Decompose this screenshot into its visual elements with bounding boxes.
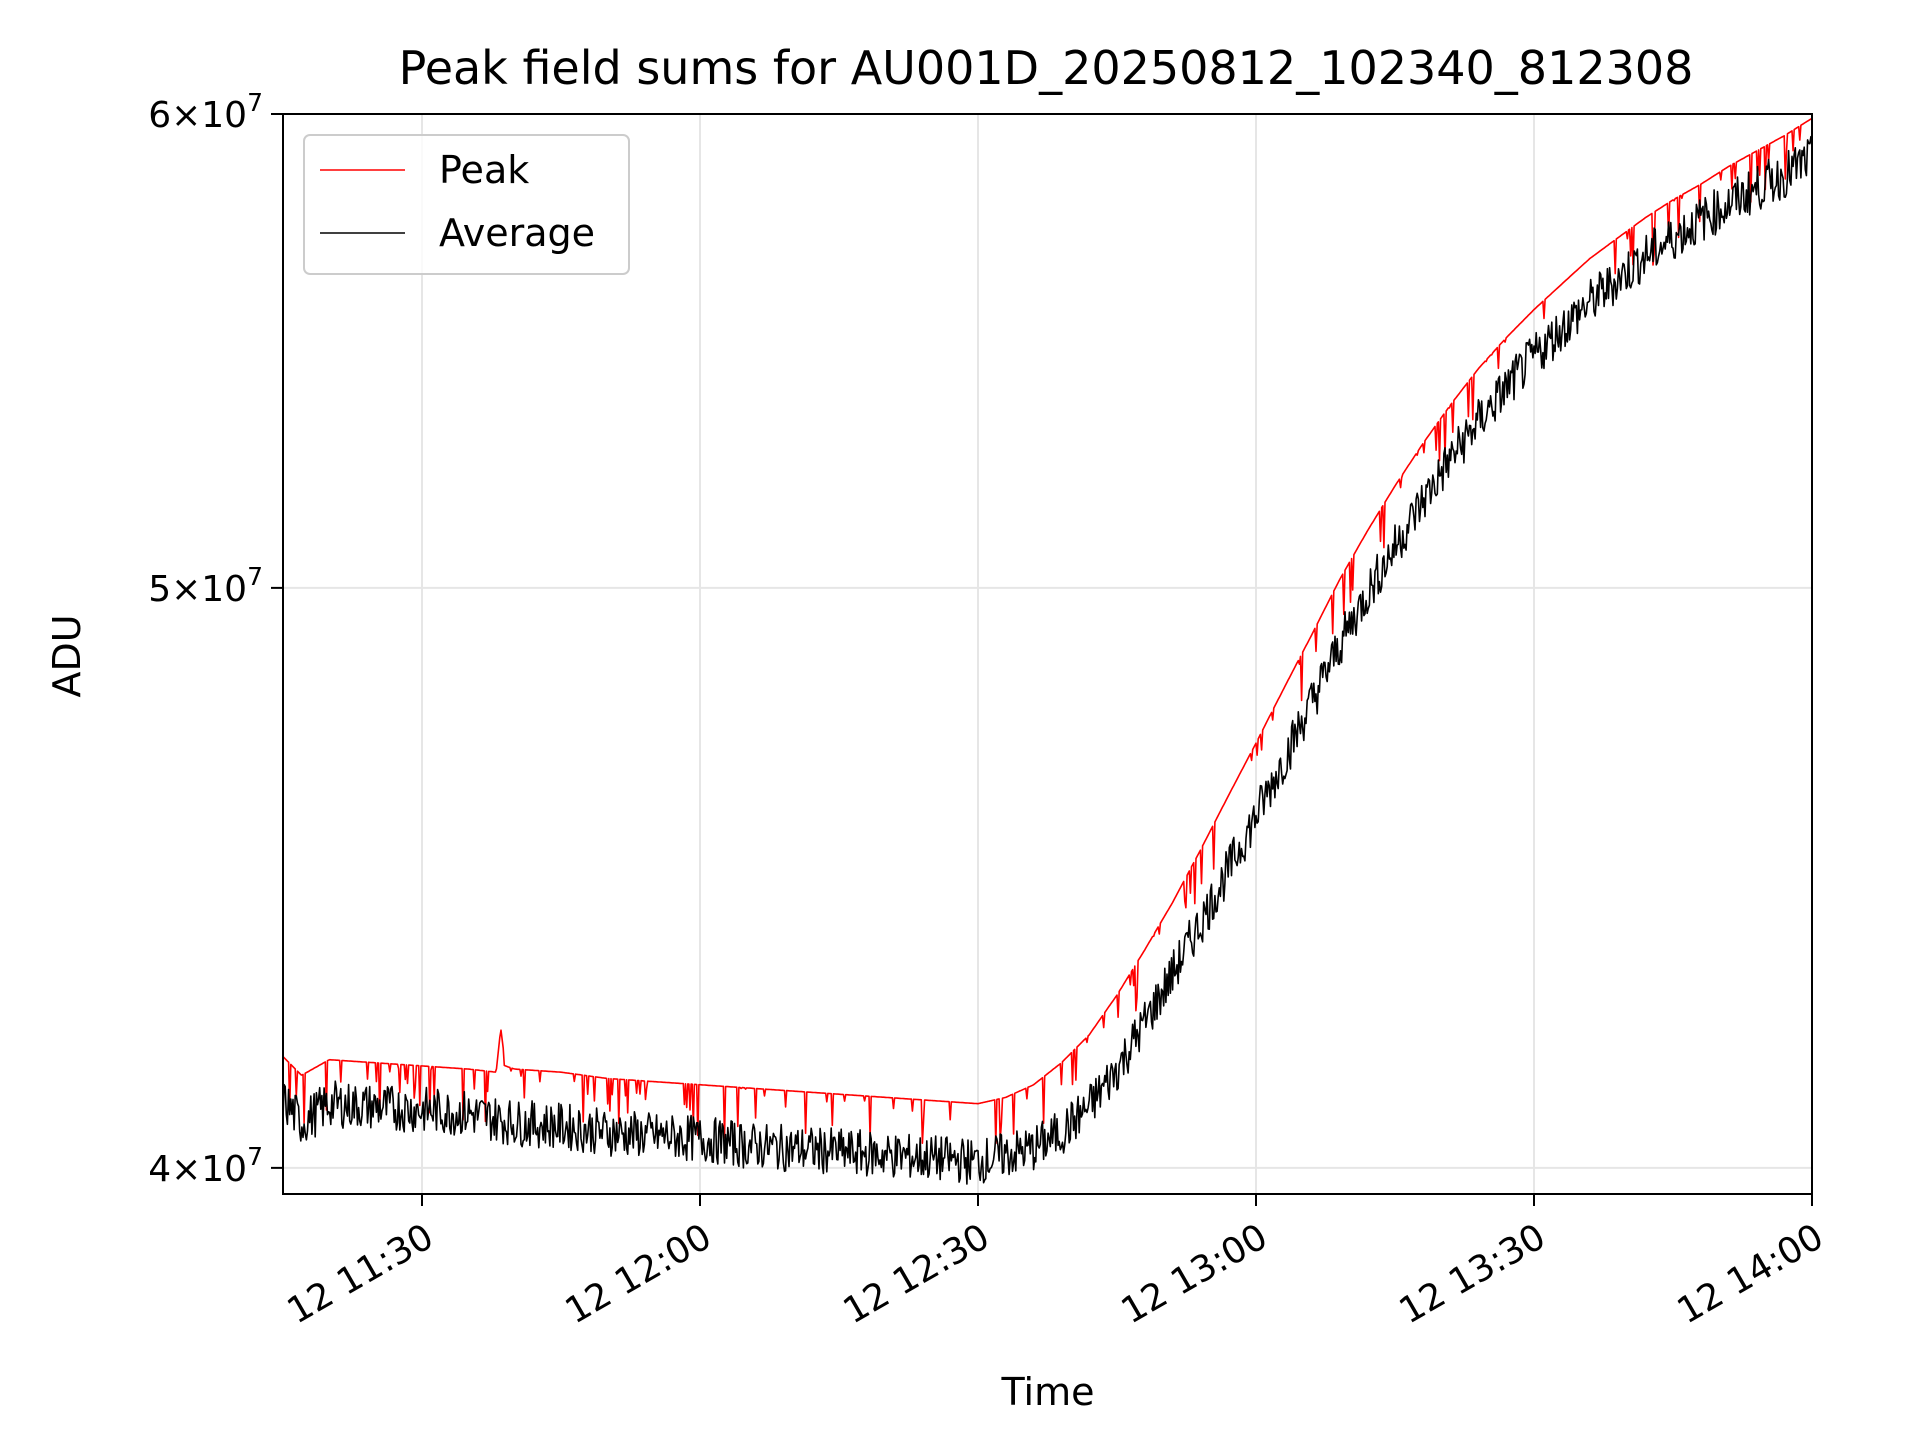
y-tick-label: 6×107	[148, 88, 263, 136]
plot-frame	[282, 113, 1813, 1195]
legend-label-average: Average	[439, 211, 595, 255]
series-layer	[282, 117, 1813, 1185]
x-axis-label: Time	[1001, 1370, 1095, 1414]
series-line-average	[282, 135, 1813, 1185]
series-line-peak	[282, 117, 1813, 1145]
y-tick-label: 5×107	[148, 562, 263, 610]
y-tick-label: 4×107	[148, 1142, 263, 1190]
y-axis-label: ADU	[45, 614, 89, 697]
y-axis: 4×107 5×107 6×107	[148, 88, 283, 1190]
legend-label-peak: Peak	[439, 148, 529, 192]
legend: Peak Average	[303, 134, 630, 275]
chart-title: Peak field sums for AU001D_20250812_1023…	[399, 41, 1694, 95]
